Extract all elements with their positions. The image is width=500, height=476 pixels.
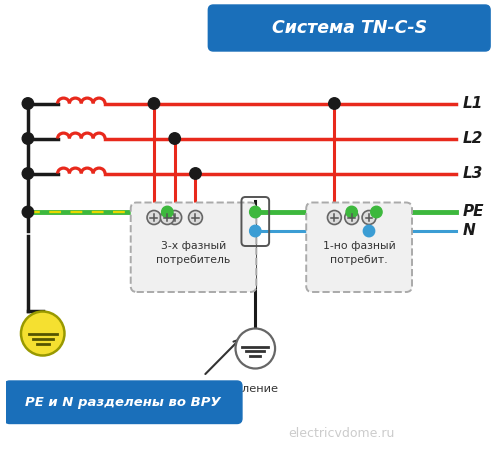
Circle shape [22,133,34,144]
FancyBboxPatch shape [4,381,242,424]
Text: electricvdome.ru: electricvdome.ru [288,427,395,440]
Circle shape [236,328,275,368]
Circle shape [168,210,181,225]
Circle shape [169,133,180,144]
Circle shape [345,210,358,225]
Circle shape [147,210,161,225]
Circle shape [21,311,64,356]
Text: N: N [463,224,475,238]
Circle shape [250,225,261,237]
Circle shape [362,210,376,225]
FancyBboxPatch shape [130,202,256,292]
Text: PE: PE [463,205,484,219]
Circle shape [22,206,34,218]
Text: PE и N разделены во ВРУ: PE и N разделены во ВРУ [26,396,221,409]
Circle shape [22,98,34,109]
Circle shape [22,168,34,179]
Circle shape [328,98,340,109]
Circle shape [190,168,201,179]
Circle shape [250,206,261,218]
FancyBboxPatch shape [306,202,412,292]
Circle shape [162,206,173,218]
Circle shape [148,98,160,109]
Circle shape [160,210,174,225]
Text: L1: L1 [463,96,483,111]
Text: Повторное заземление: Повторное заземление [139,385,278,395]
Text: L2: L2 [463,131,483,146]
FancyBboxPatch shape [6,0,500,476]
Text: 3-х фазный
потребитель: 3-х фазный потребитель [156,241,230,266]
Circle shape [328,210,342,225]
Text: Система TN-C-S: Система TN-C-S [272,19,427,37]
Circle shape [346,206,358,218]
Circle shape [364,225,374,237]
Text: 1-но фазный
потребит.: 1-но фазный потребит. [322,241,396,266]
Text: L3: L3 [463,166,483,181]
Circle shape [370,206,382,218]
FancyBboxPatch shape [208,5,490,51]
Circle shape [188,210,202,225]
